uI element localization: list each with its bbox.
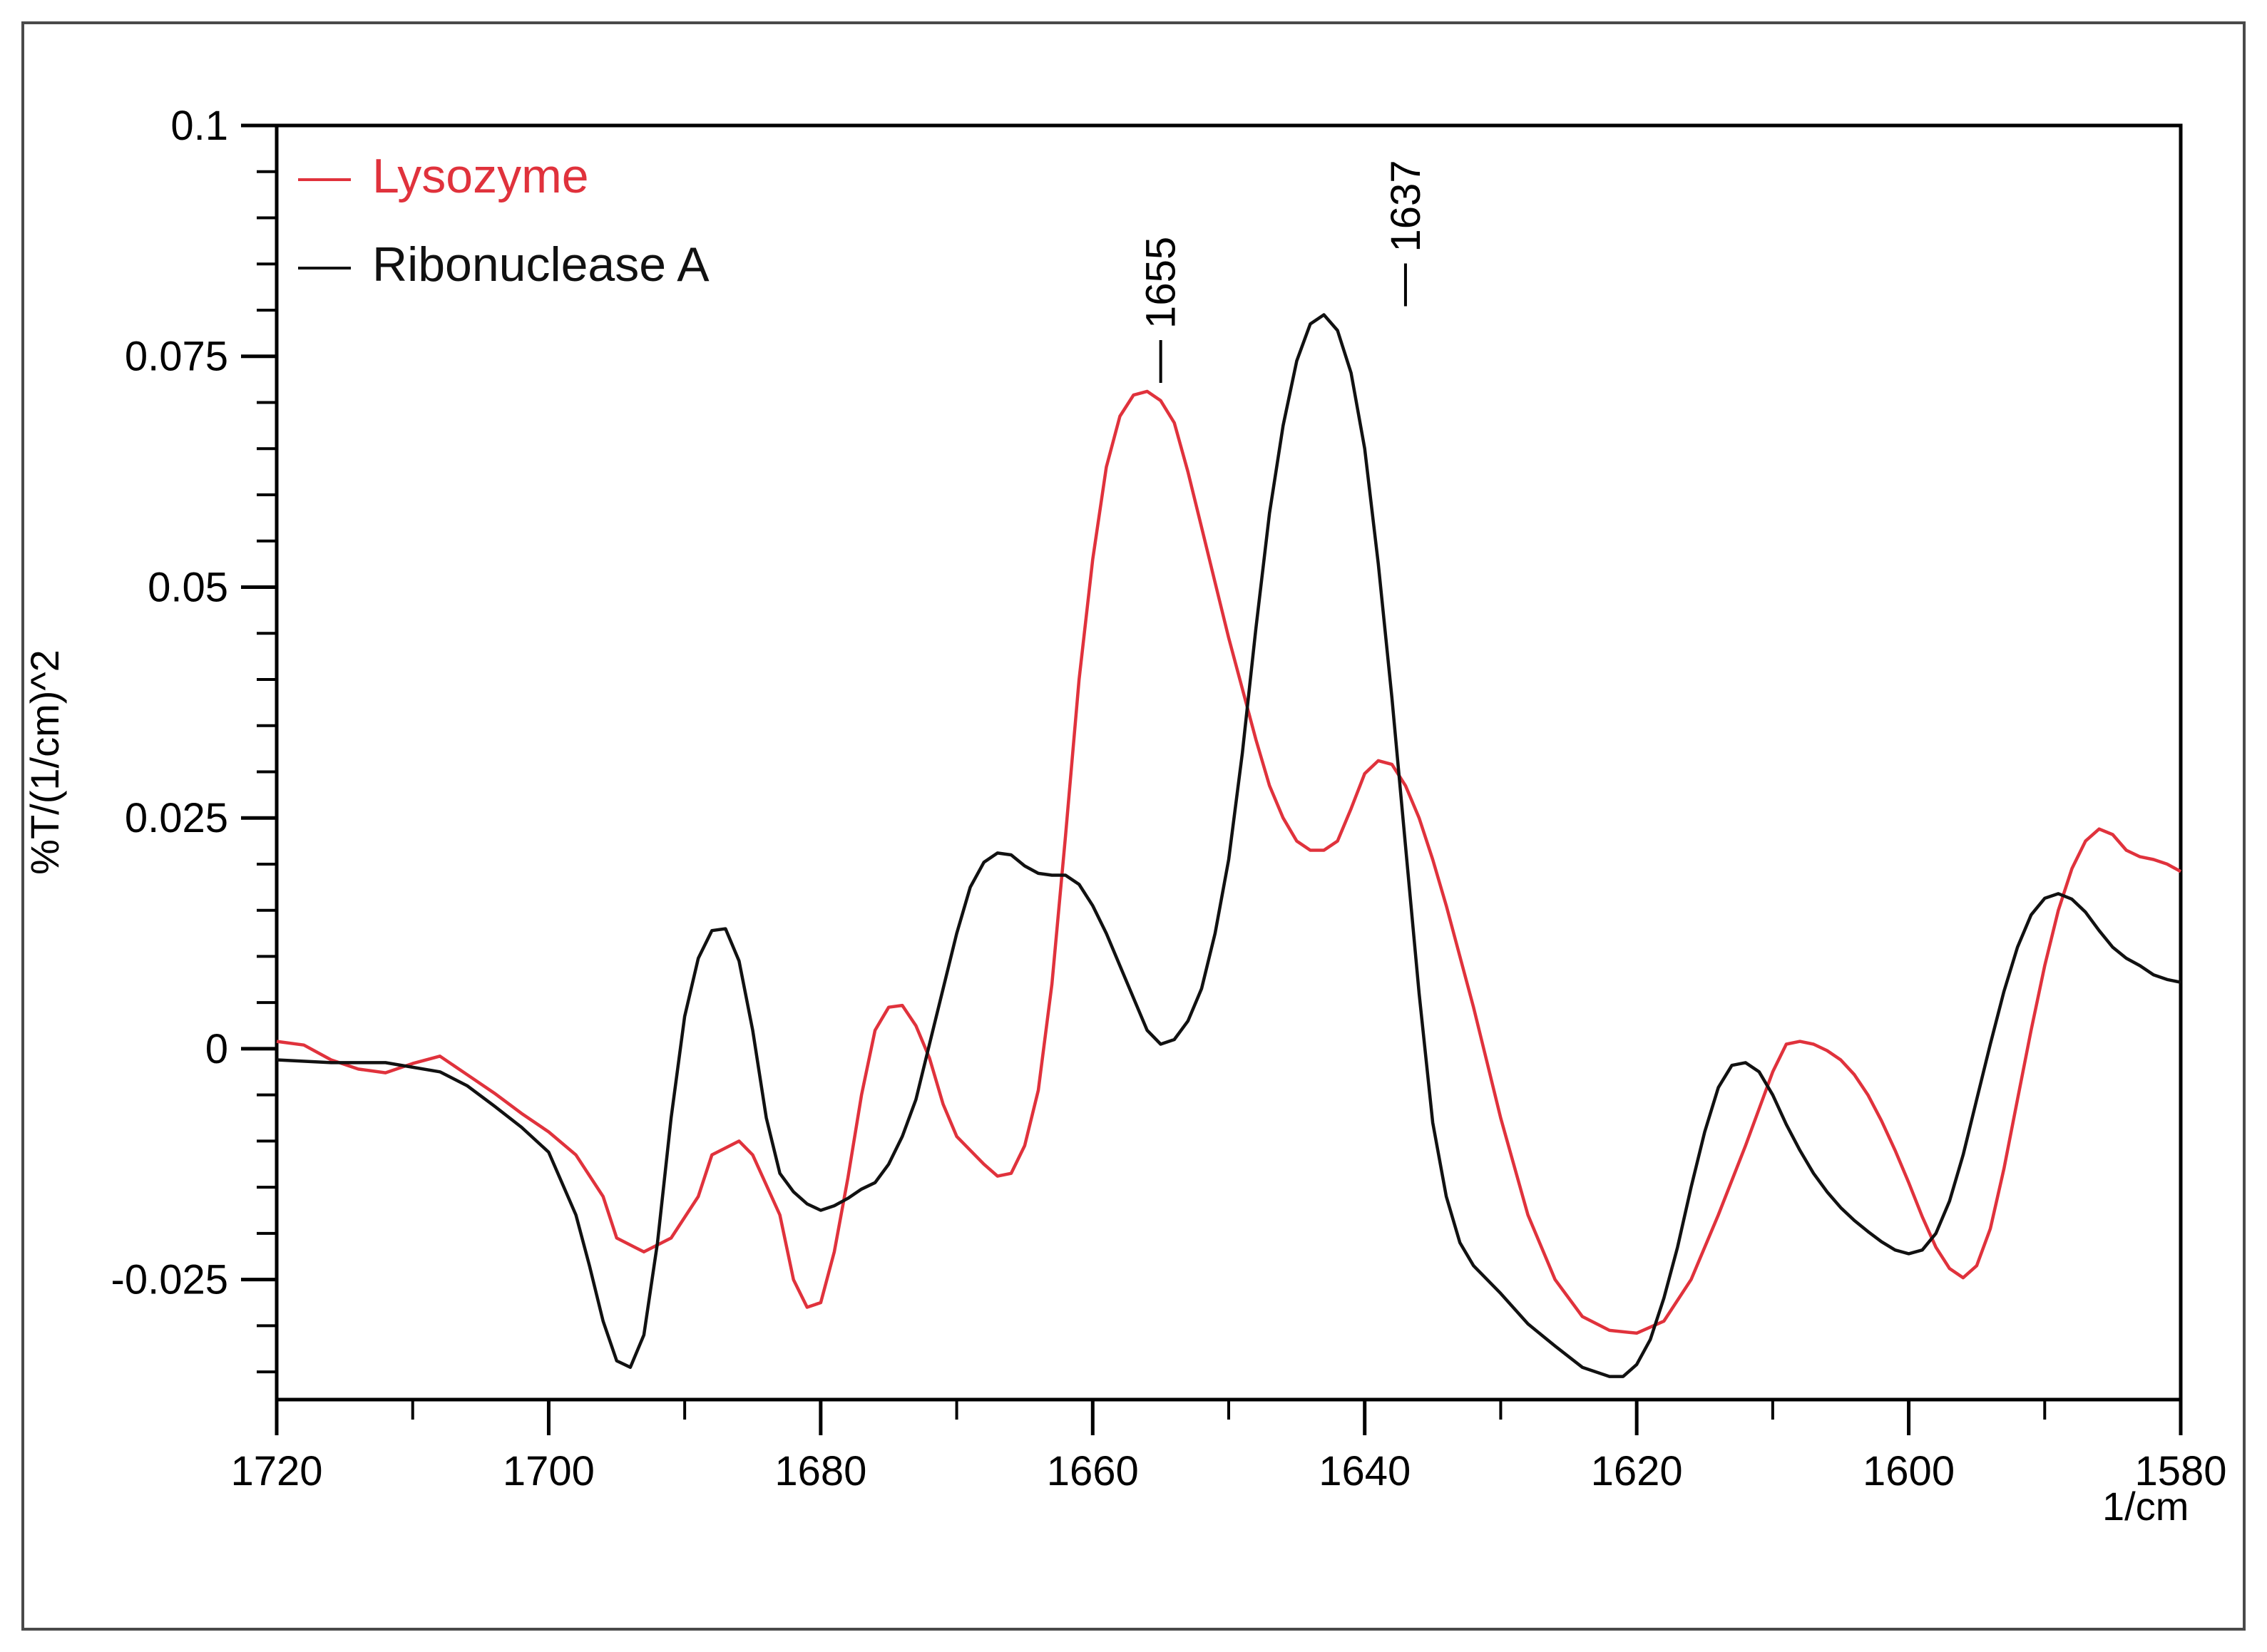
peak-annotations: 1655 1637	[1138, 160, 1429, 383]
x-axis: 1720 1700 1680 1660 1640 1620 1600 1580	[230, 1400, 2227, 1494]
series-line-0	[276, 389, 2182, 1335]
x-tick-label: 1640	[1319, 1448, 1411, 1494]
x-tick-label: 1680	[774, 1448, 866, 1494]
figure-frame	[21, 21, 2246, 1631]
series-layer	[276, 313, 2182, 1378]
x-tick-label: 1600	[1863, 1448, 1955, 1494]
series-line-1	[276, 313, 2181, 1378]
legend-label: Lysozyme	[372, 149, 589, 203]
y-tick-label: 0.075	[125, 334, 228, 380]
x-tick-label: 1580	[2134, 1448, 2226, 1494]
legend-label: Ribonuclease A	[372, 237, 710, 292]
x-axis-label: 1/cm	[2102, 1484, 2189, 1529]
plot-area	[275, 123, 2183, 1402]
y-axis-label: %T/(1/cm)^2	[22, 650, 67, 875]
peak-label: 1655	[1138, 237, 1184, 329]
legend: Lysozyme Ribonuclease A	[298, 149, 710, 292]
y-tick-label: 0	[205, 1026, 228, 1072]
peak-label: 1637	[1383, 160, 1429, 252]
y-tick-label: 0.025	[125, 795, 228, 841]
y-tick-label: 0.05	[148, 564, 228, 610]
y-tick-label: -0.025	[111, 1257, 228, 1303]
x-tick-label: 1620	[1591, 1448, 1683, 1494]
x-tick-label: 1700	[503, 1448, 595, 1494]
y-tick-label: 0.1	[170, 103, 228, 149]
x-tick-label: 1660	[1047, 1448, 1139, 1494]
y-axis: 0.1 0.075 0.05 0.025 0 -0.025	[111, 103, 277, 1374]
x-tick-label: 1720	[230, 1448, 322, 1494]
